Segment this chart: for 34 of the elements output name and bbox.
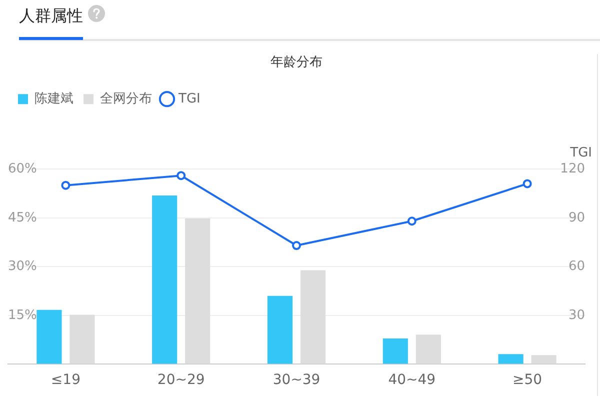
point xyxy=(61,180,70,190)
text: 人群属性 xyxy=(19,6,83,25)
bar xyxy=(416,334,441,364)
x-tick-label: 20~29 xyxy=(157,372,205,388)
y2-tick-label: 120 xyxy=(560,161,585,176)
point xyxy=(522,179,532,188)
bar xyxy=(382,338,408,364)
bar xyxy=(498,354,524,364)
legend-label: 全网分布 xyxy=(100,91,152,106)
point xyxy=(176,171,186,180)
bar xyxy=(70,314,95,364)
bar xyxy=(267,296,293,364)
point xyxy=(292,241,301,250)
x-tick-label: 40~49 xyxy=(388,372,436,388)
y-tick-label: 60% xyxy=(8,161,37,176)
bar xyxy=(300,270,326,364)
y-tick-label: 30% xyxy=(8,259,37,274)
y2-tick-label: 30 xyxy=(568,308,585,323)
y2-tick-label: 60 xyxy=(568,259,585,274)
legend-label: 陈建斌 xyxy=(34,91,74,106)
x-tick-label: ≥50 xyxy=(512,372,542,388)
bar xyxy=(185,218,210,364)
chart-title: 年龄分布 xyxy=(270,55,322,70)
bar xyxy=(531,355,556,364)
y2-tick-label: 90 xyxy=(568,210,585,226)
legend-label: TGI xyxy=(178,91,200,106)
bar xyxy=(36,310,62,364)
x-tick-label: ≤19 xyxy=(50,372,80,388)
y2-axis-title: TGI xyxy=(569,145,592,160)
x-tick-label: 30~39 xyxy=(272,372,320,388)
point xyxy=(407,216,416,226)
bar xyxy=(152,195,178,364)
y-tick-label: 45% xyxy=(8,210,37,226)
y-tick-label: 15% xyxy=(8,308,37,323)
